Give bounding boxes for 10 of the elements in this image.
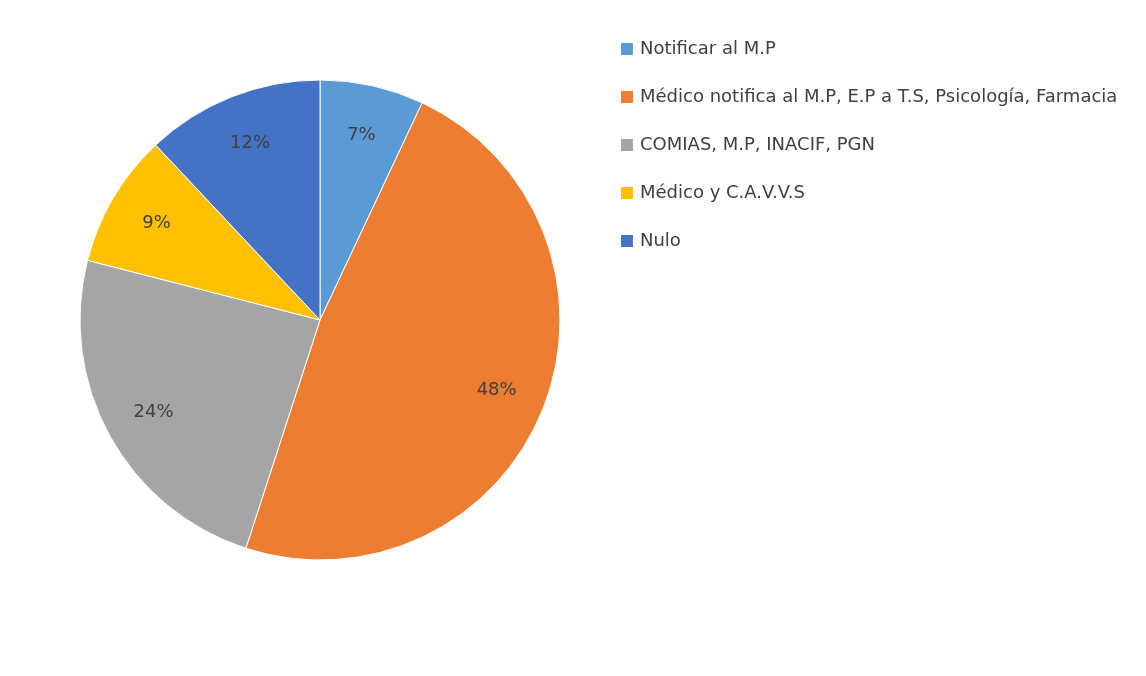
legend-label: COMIAS, M.P, INACIF, PGN bbox=[640, 133, 876, 154]
legend-label: Notificar al M.P bbox=[640, 37, 776, 58]
data-label: 24% bbox=[133, 399, 174, 421]
data-label: 7% bbox=[347, 122, 376, 144]
legend-label: Nulo bbox=[640, 229, 681, 250]
data-label: 12% bbox=[230, 131, 271, 153]
data-label: 48% bbox=[476, 377, 517, 399]
legend-label: Médico notifica al M.P, E.P a T.S, Psicología, Farmacia bbox=[640, 85, 1118, 106]
legend-label: Médico y C.A.V.V.S bbox=[640, 181, 805, 202]
data-label: 9% bbox=[142, 211, 171, 233]
